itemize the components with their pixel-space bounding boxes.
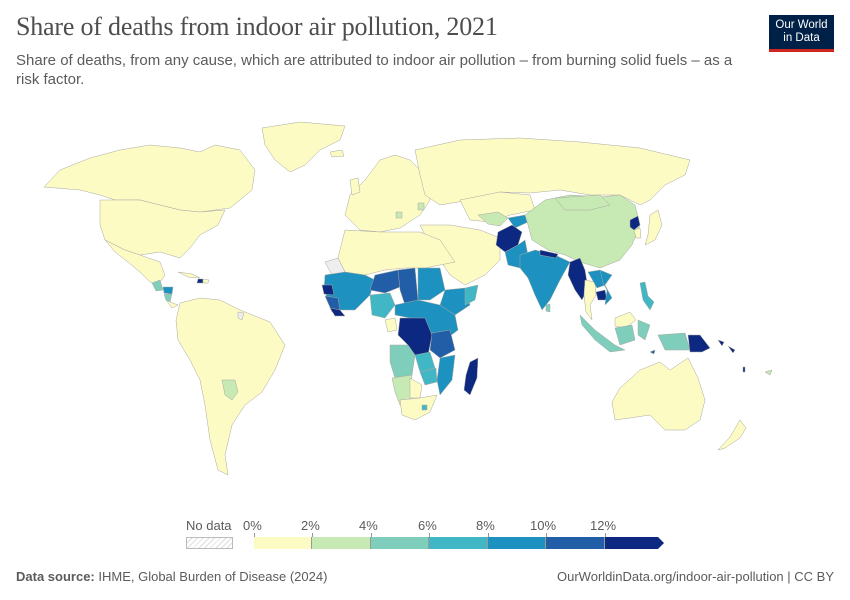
country-malaysia[interactable]: [614, 311, 637, 329]
country-cambodia[interactable]: [595, 289, 608, 301]
legend-tick: [546, 533, 547, 537]
legend-tick: [254, 533, 255, 537]
country-south-korea[interactable]: [633, 227, 642, 239]
country-lesotho[interactable]: [421, 404, 428, 411]
country-niger[interactable]: [369, 269, 406, 294]
country-paraguay[interactable]: [221, 379, 239, 401]
legend-label-8: 8%: [476, 518, 495, 533]
country-kazakhstan[interactable]: [459, 191, 536, 223]
legend-bin-12-plus[interactable]: [605, 537, 658, 549]
country-papua-new-guinea[interactable]: [687, 334, 711, 353]
country-canada[interactable]: [43, 144, 256, 213]
country-mongolia[interactable]: [554, 194, 611, 211]
country-somalia[interactable]: [464, 284, 479, 306]
legend-tick: [429, 533, 430, 537]
country-japan[interactable]: [644, 209, 663, 246]
country-philippines[interactable]: [639, 281, 655, 311]
country-haiti[interactable]: [196, 278, 204, 284]
data-source-text: IHME, Global Burden of Disease (2024): [98, 569, 328, 584]
legend-tick: [371, 533, 372, 537]
legend-bin-0-2[interactable]: [254, 537, 312, 549]
country-gabon-congo[interactable]: [384, 317, 398, 333]
logo-line-1: Our World: [775, 19, 828, 31]
country-botswana[interactable]: [409, 377, 423, 399]
country-australia[interactable]: [611, 357, 706, 431]
legend-bin-8-10[interactable]: [488, 537, 546, 549]
country-north-korea[interactable]: [629, 215, 641, 231]
country-madagascar[interactable]: [463, 357, 479, 396]
legend-arrow-icon: [658, 537, 664, 549]
legend-tick: [488, 533, 489, 537]
chart-title: Share of deaths from indoor air pollutio…: [16, 12, 498, 41]
country-serbia[interactable]: [417, 202, 425, 211]
source-url-link[interactable]: OurWorldinData.org/indoor-air-pollution …: [557, 569, 834, 584]
country-indonesia[interactable]: [579, 314, 691, 353]
legend-tick: [605, 533, 606, 537]
country-mozambique[interactable]: [436, 354, 456, 396]
legend-label-0: 0%: [243, 518, 262, 533]
data-source-label: Data source:: [16, 569, 95, 584]
legend-bin-2-4[interactable]: [312, 537, 371, 549]
owid-logo[interactable]: Our World in Data: [769, 15, 834, 52]
country-solomon-islands[interactable]: [717, 339, 736, 354]
country-zimbabwe[interactable]: [419, 367, 438, 386]
data-source: Data source: IHME, Global Burden of Dise…: [16, 569, 327, 584]
no-data-swatch[interactable]: [186, 537, 233, 549]
country-iceland[interactable]: [329, 149, 345, 158]
country-thailand[interactable]: [583, 279, 597, 321]
chart-subtitle: Share of deaths, from any cause, which a…: [16, 52, 733, 88]
legend-label-12: 12%: [590, 518, 617, 533]
country-russia[interactable]: [414, 137, 691, 206]
country-senegal[interactable]: [321, 284, 335, 296]
world-map: [43, 121, 773, 476]
country-sudan[interactable]: [417, 267, 446, 301]
country-south-africa[interactable]: [399, 394, 438, 421]
country-timor[interactable]: [649, 349, 656, 355]
country-sri-lanka[interactable]: [545, 303, 551, 313]
legend-bin-6-8[interactable]: [429, 537, 488, 549]
country-vietnam[interactable]: [599, 269, 613, 306]
country-french-guiana[interactable]: [237, 311, 245, 321]
country-angola[interactable]: [389, 344, 416, 379]
country-ethiopia[interactable]: [439, 287, 471, 316]
country-dominican-republic[interactable]: [202, 278, 210, 284]
legend-tick: [312, 533, 313, 537]
country-cuba[interactable]: [177, 271, 201, 279]
region-europe[interactable]: [344, 154, 431, 233]
legend-bin-10-12[interactable]: [546, 537, 605, 549]
no-data-label: No data: [186, 518, 232, 533]
legend-bin-4-6[interactable]: [371, 537, 429, 549]
country-nigeria[interactable]: [369, 292, 396, 319]
country-guatemala[interactable]: [151, 279, 164, 292]
legend-label-10: 10%: [530, 518, 557, 533]
country-new-zealand[interactable]: [717, 419, 747, 451]
legend-label-2: 2%: [301, 518, 320, 533]
legend-label-6: 6%: [418, 518, 437, 533]
country-panama-cr[interactable]: [165, 299, 179, 309]
color-legend: No data 0% 2% 4% 6% 8% 10% 12%: [0, 515, 850, 555]
country-tanzania[interactable]: [429, 329, 456, 359]
country-bosnia[interactable]: [395, 211, 403, 219]
country-greenland[interactable]: [261, 121, 346, 173]
country-india[interactable]: [519, 249, 571, 311]
legend-label-4: 4%: [359, 518, 378, 533]
country-uk[interactable]: [349, 177, 361, 196]
country-honduras[interactable]: [162, 286, 174, 295]
country-vanuatu[interactable]: [742, 366, 746, 373]
country-fiji[interactable]: [764, 369, 773, 376]
logo-line-2: in Data: [783, 32, 820, 44]
country-chad[interactable]: [397, 267, 419, 306]
country-nepal[interactable]: [539, 249, 559, 259]
country-uzbekistan[interactable]: [477, 211, 509, 227]
country-sierra-leone[interactable]: [329, 307, 346, 317]
